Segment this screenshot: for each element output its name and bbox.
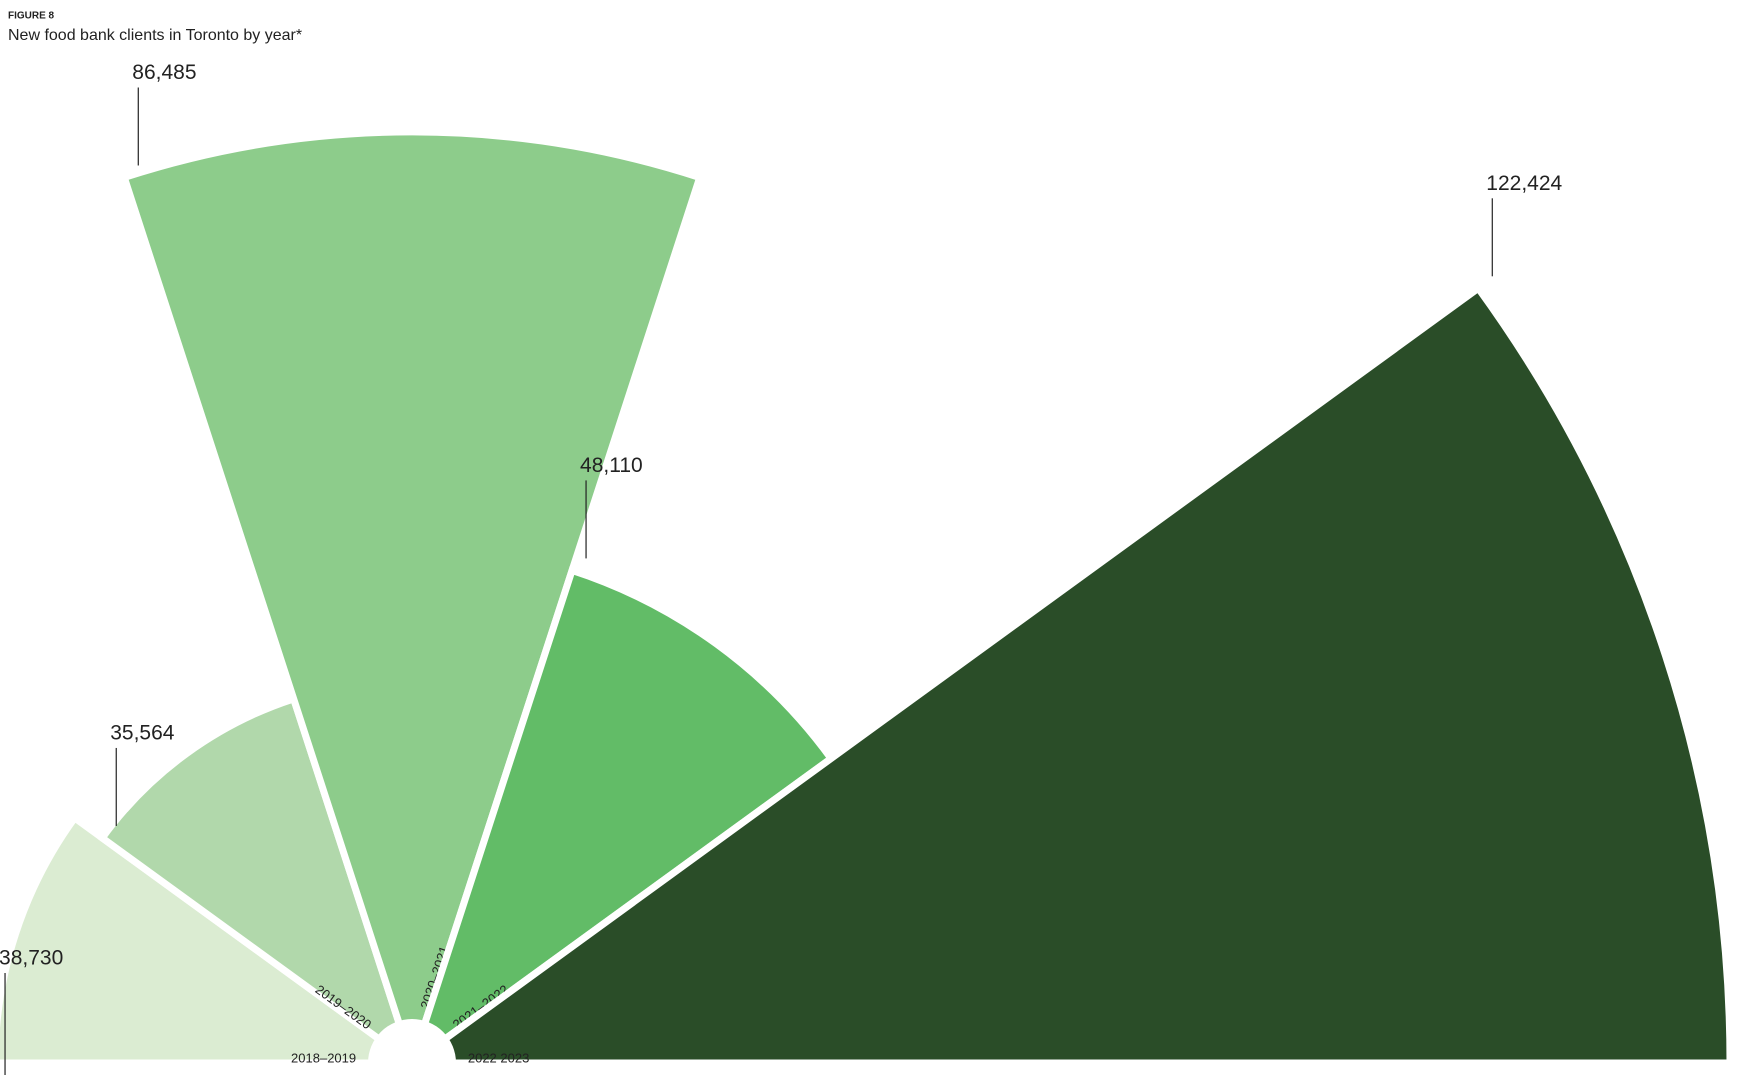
sector [119,128,705,1075]
category-label: 2022 2023 [468,1051,529,1066]
value-label: 122,424 [1486,172,1562,195]
value-label: 86,485 [132,61,196,84]
value-label: 48,110 [580,454,643,477]
sector [97,694,419,1073]
sector [0,813,423,1067]
figure-label: FIGURE 8 [8,11,55,22]
value-label: 35,564 [110,721,175,744]
value-label: 38,730 [0,947,63,970]
category-label: 2018–2019 [291,1051,356,1066]
sector [405,565,836,1073]
hub [368,1019,456,1075]
sector [401,283,1734,1067]
chart-title: New food bank clients in Toronto by year… [8,27,302,44]
